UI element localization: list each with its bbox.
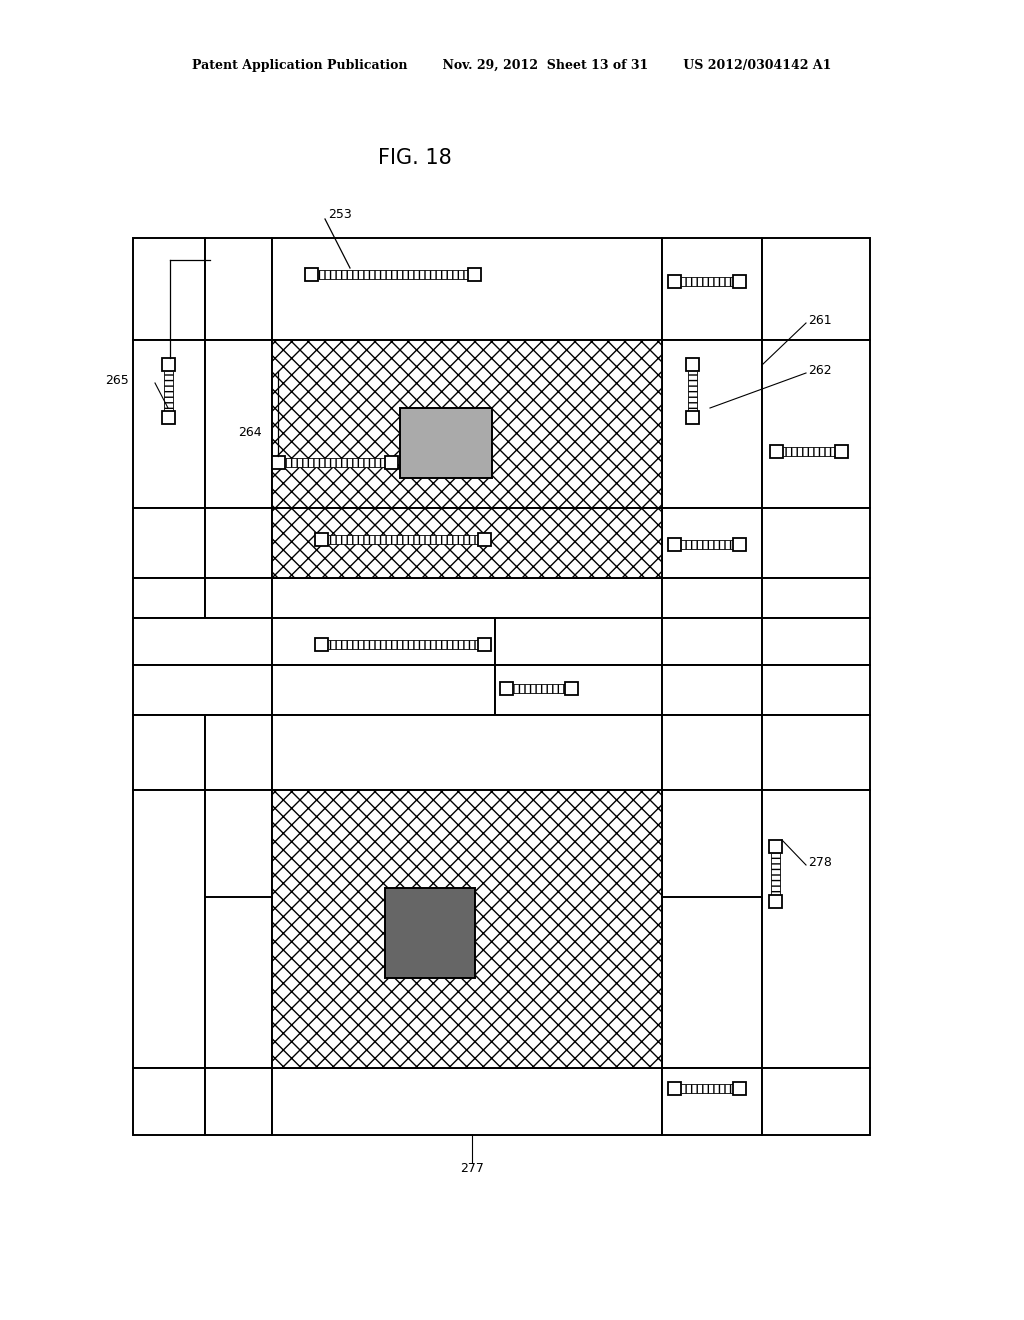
Bar: [133, 1068, 205, 1135]
Bar: [328, 535, 478, 544]
Bar: [762, 715, 870, 789]
Bar: [272, 618, 495, 665]
Bar: [272, 1068, 662, 1135]
Bar: [762, 341, 870, 508]
Bar: [205, 341, 272, 508]
Bar: [662, 238, 762, 341]
Bar: [205, 578, 272, 618]
Bar: [315, 533, 328, 546]
Bar: [164, 371, 173, 411]
Bar: [668, 539, 681, 550]
Bar: [285, 458, 385, 467]
Bar: [205, 508, 272, 578]
Bar: [133, 578, 205, 618]
Bar: [565, 682, 578, 696]
Bar: [686, 358, 699, 371]
Bar: [205, 789, 272, 1068]
Bar: [513, 684, 565, 693]
Bar: [385, 455, 398, 469]
Text: 265: 265: [105, 374, 129, 387]
Bar: [272, 238, 662, 341]
Bar: [662, 618, 762, 665]
Bar: [318, 271, 468, 279]
Bar: [681, 540, 733, 549]
Bar: [662, 578, 762, 618]
Bar: [681, 1084, 733, 1093]
Bar: [762, 578, 870, 618]
Bar: [133, 238, 205, 341]
Bar: [500, 682, 513, 696]
Bar: [762, 789, 870, 1068]
Bar: [162, 358, 175, 371]
Bar: [762, 665, 870, 715]
Bar: [385, 888, 475, 978]
Bar: [762, 1068, 870, 1135]
Bar: [272, 341, 662, 508]
Bar: [688, 371, 697, 411]
Bar: [495, 665, 662, 715]
Bar: [305, 268, 318, 281]
Bar: [668, 1082, 681, 1096]
Text: 261: 261: [808, 314, 831, 326]
Bar: [272, 789, 662, 1068]
Bar: [133, 715, 205, 789]
Bar: [770, 445, 783, 458]
Text: 278: 278: [808, 855, 831, 869]
Bar: [762, 508, 870, 578]
Bar: [762, 618, 870, 665]
Text: 264: 264: [239, 425, 262, 438]
Bar: [769, 895, 782, 908]
Bar: [400, 408, 492, 478]
Bar: [662, 715, 762, 789]
Bar: [686, 411, 699, 424]
Bar: [272, 455, 285, 469]
Bar: [272, 665, 495, 715]
Bar: [662, 341, 762, 508]
Bar: [205, 715, 272, 789]
Bar: [133, 341, 205, 508]
Bar: [769, 840, 782, 853]
Bar: [478, 533, 490, 546]
Text: 262: 262: [808, 363, 831, 376]
Bar: [272, 508, 662, 578]
Bar: [495, 618, 662, 665]
Bar: [133, 508, 205, 578]
Bar: [733, 539, 746, 550]
Bar: [681, 277, 733, 286]
Text: FIG. 18: FIG. 18: [378, 148, 452, 168]
Bar: [662, 789, 762, 1068]
Bar: [662, 508, 762, 578]
Bar: [662, 1068, 762, 1135]
Text: 277: 277: [460, 1162, 484, 1175]
Bar: [733, 1082, 746, 1096]
Text: Patent Application Publication        Nov. 29, 2012  Sheet 13 of 31        US 20: Patent Application Publication Nov. 29, …: [193, 58, 831, 71]
Bar: [272, 715, 662, 789]
Text: 253: 253: [328, 209, 352, 222]
Bar: [133, 789, 205, 1068]
Bar: [133, 618, 272, 665]
Bar: [205, 1068, 272, 1135]
Bar: [771, 853, 780, 895]
Bar: [662, 665, 762, 715]
Bar: [315, 638, 328, 651]
Bar: [733, 275, 746, 288]
Bar: [205, 238, 272, 341]
Bar: [835, 445, 848, 458]
Bar: [328, 640, 478, 649]
Bar: [133, 665, 272, 715]
Bar: [478, 638, 490, 651]
Bar: [668, 275, 681, 288]
Bar: [783, 447, 835, 455]
Bar: [272, 578, 662, 618]
Bar: [762, 238, 870, 341]
Bar: [468, 268, 481, 281]
Bar: [162, 411, 175, 424]
